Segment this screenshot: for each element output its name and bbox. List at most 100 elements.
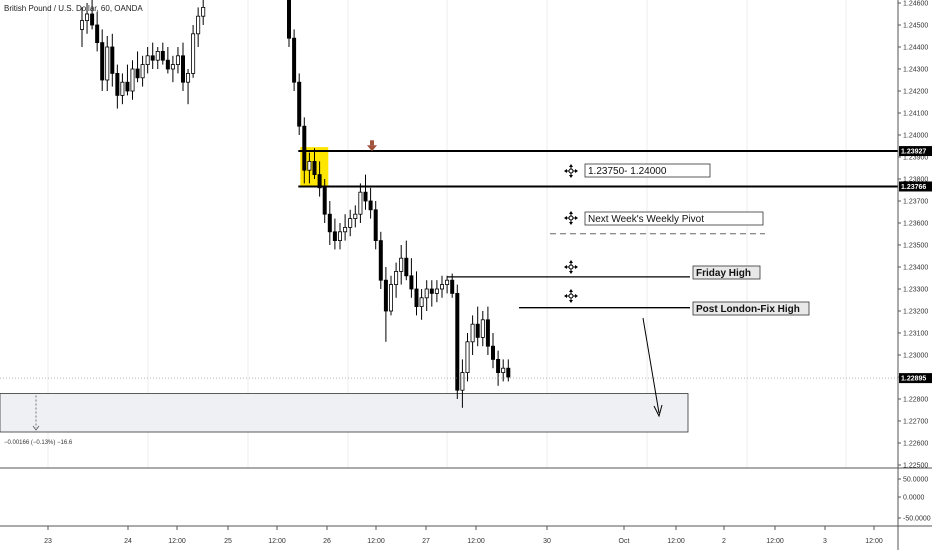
move-icon bbox=[564, 211, 578, 225]
y-tick-label: 1.22600 bbox=[903, 441, 928, 448]
x-tick-label: 25 bbox=[224, 538, 232, 545]
candle bbox=[388, 275, 393, 316]
candle bbox=[80, 7, 85, 47]
candle bbox=[130, 60, 135, 100]
candle bbox=[383, 267, 388, 342]
candle-body-up bbox=[501, 367, 506, 374]
move-icon-arrow bbox=[569, 260, 573, 263]
candle-body-down bbox=[485, 319, 490, 347]
candle-body-down bbox=[475, 323, 480, 338]
candle-body-down bbox=[95, 24, 100, 44]
candle bbox=[353, 205, 358, 228]
chart-title: British Pound / U.S. Dollar, 60, OANDA bbox=[4, 4, 143, 13]
move-icon-center bbox=[568, 293, 574, 299]
candle bbox=[480, 311, 485, 347]
candle bbox=[343, 214, 348, 241]
move-icon-arrow bbox=[564, 216, 567, 220]
candle bbox=[186, 69, 191, 105]
y-tick-label: 1.23400 bbox=[903, 265, 928, 272]
candle bbox=[170, 55, 175, 83]
x-tick-label: 12:00 bbox=[467, 538, 485, 545]
y-tick-label: 1.23600 bbox=[903, 221, 928, 228]
move-icon-arrow bbox=[569, 175, 573, 178]
move-icon bbox=[564, 164, 578, 178]
candle-body-up bbox=[130, 68, 135, 92]
candles bbox=[80, 0, 511, 408]
annotation-label: Friday High bbox=[696, 268, 751, 279]
move-icon-arrow bbox=[575, 294, 578, 298]
candle-body-down bbox=[150, 55, 155, 61]
price-tag bbox=[899, 181, 932, 192]
x-tick-label: 12:00 bbox=[766, 538, 784, 545]
move-icon-arrow bbox=[575, 169, 578, 173]
candle-body-down bbox=[297, 81, 302, 127]
candle-body-up bbox=[201, 7, 206, 17]
candle bbox=[419, 289, 424, 320]
y-tick-label: 1.23000 bbox=[903, 353, 928, 360]
candle bbox=[455, 284, 460, 399]
candle-body-down bbox=[404, 257, 409, 277]
level-lines[interactable] bbox=[0, 150, 898, 379]
candle-body-down bbox=[160, 51, 165, 61]
candle bbox=[348, 209, 353, 237]
candle bbox=[307, 152, 312, 184]
candle bbox=[434, 280, 439, 303]
move-icon-arrow bbox=[569, 222, 573, 225]
price-tag bbox=[899, 373, 932, 384]
x-tick-label: Oct bbox=[619, 538, 630, 545]
candle bbox=[460, 359, 465, 408]
annotations[interactable]: −0.00166 (−0.13%) −16.6 1.23750- 1.24000 N… bbox=[4, 140, 810, 446]
move-icon-arrow bbox=[564, 294, 567, 298]
y-tick-label: 1.24200 bbox=[903, 89, 928, 96]
x-tick-label: 12:00 bbox=[367, 538, 385, 545]
candle-body-down bbox=[115, 73, 120, 96]
y-tick-label: 1.24100 bbox=[903, 111, 928, 118]
annotation-box bbox=[692, 301, 810, 316]
candle-body-down bbox=[110, 46, 115, 74]
candle bbox=[368, 187, 373, 219]
candle bbox=[115, 64, 120, 109]
price-tag bbox=[899, 146, 932, 157]
move-icon-arrow bbox=[569, 211, 573, 214]
candle-body-down bbox=[302, 125, 307, 171]
candle-body-up bbox=[170, 64, 175, 70]
time-axis[interactable]: 23 24 12:00 25 12:00 26 12:00 27 12:00 30 Oct 12:00… bbox=[44, 526, 883, 545]
x-tick-label: 3 bbox=[823, 538, 827, 545]
indicator-tick-label: -50.0000 bbox=[903, 516, 931, 523]
candle-body-up bbox=[191, 33, 196, 74]
x-tick-label: 30 bbox=[543, 538, 551, 545]
move-icon bbox=[564, 260, 578, 274]
candle-body-down bbox=[383, 279, 388, 312]
indicator-pane: 50.0000 0.0000 -50.0000 bbox=[898, 477, 931, 523]
candle-body-up bbox=[394, 270, 399, 285]
price-range-box[interactable] bbox=[0, 393, 689, 433]
y-tick-label: 1.23800 bbox=[903, 177, 928, 184]
candle bbox=[180, 42, 185, 91]
y-tick-label: 1.23200 bbox=[903, 309, 928, 316]
candle bbox=[496, 350, 501, 386]
move-icon-arrow bbox=[564, 169, 567, 173]
candle-body-down bbox=[292, 37, 297, 83]
candle-body-down bbox=[363, 191, 368, 202]
candle bbox=[135, 51, 140, 83]
y-tick-label: 1.22800 bbox=[903, 397, 928, 404]
candle-body-down bbox=[312, 160, 317, 175]
candle-body-up bbox=[120, 81, 125, 96]
candle-body-up bbox=[434, 288, 439, 294]
move-icon-arrow bbox=[569, 300, 573, 303]
annotation-box bbox=[692, 265, 761, 280]
candle bbox=[378, 231, 383, 289]
candle-body-up bbox=[439, 284, 444, 290]
x-tick-label: 12:00 bbox=[268, 538, 286, 545]
candle-body-up bbox=[353, 213, 358, 219]
candle bbox=[105, 36, 110, 91]
candle bbox=[373, 201, 378, 250]
candle bbox=[485, 306, 490, 355]
down-arrow-icon-head bbox=[367, 145, 377, 152]
candle bbox=[110, 33, 115, 87]
candle bbox=[155, 47, 160, 69]
move-icon-center bbox=[568, 215, 574, 221]
candle bbox=[120, 73, 125, 105]
